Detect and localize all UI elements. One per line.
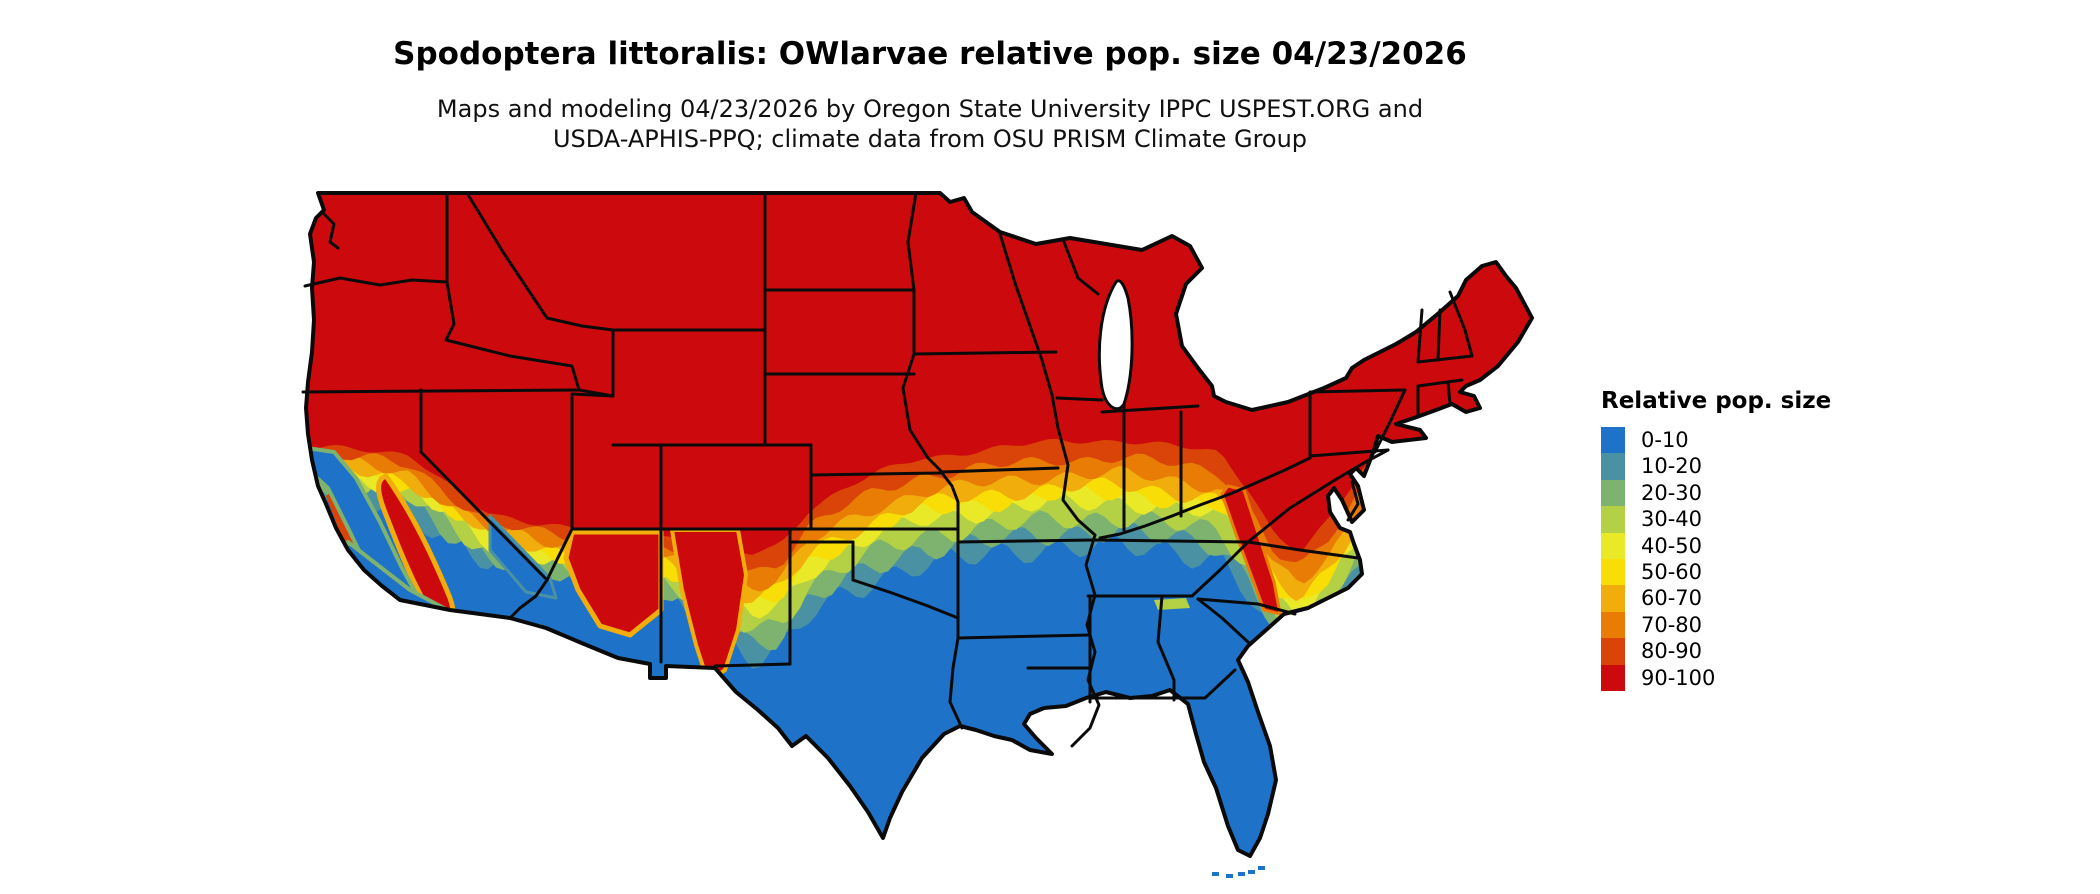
legend-swatch <box>1601 427 1625 454</box>
florida-keys <box>1238 872 1245 876</box>
state-borders <box>301 191 1474 748</box>
legend-swatch <box>1601 611 1625 639</box>
florida-keys <box>1258 866 1265 870</box>
legend-item: 80-90 <box>1601 638 1861 665</box>
legend-swatch <box>1601 506 1625 533</box>
page-title: Spodoptera littoralis: OWlarvae relative… <box>393 36 1467 72</box>
legend-item: 90-100 <box>1601 664 1861 691</box>
legend-label: 0-10 <box>1641 428 1689 452</box>
legend-item: 20-30 <box>1601 479 1861 507</box>
subtitle-line-1: Maps and modeling 04/23/2026 by Oregon S… <box>436 95 1424 123</box>
legend-swatch <box>1601 479 1625 507</box>
legend-label: 30-40 <box>1641 507 1703 532</box>
us-outline <box>304 191 1534 858</box>
us-map-svg <box>301 191 1534 878</box>
legend-label: 90-100 <box>1641 665 1716 690</box>
legend-item: 40-50 <box>1601 532 1861 559</box>
map-header: Spodoptera littoralis: OWlarvae relative… <box>0 0 1860 154</box>
legend-item: 60-70 <box>1601 585 1861 612</box>
florida-keys <box>1226 874 1233 878</box>
florida-keys <box>1248 870 1255 874</box>
map-legend: Relative pop. size 0-10 10-20 20-30 30-40 40… <box>1601 388 1861 691</box>
us-population-map <box>300 190 1570 890</box>
florida-keys <box>1212 872 1219 876</box>
raster-layer <box>306 193 1532 856</box>
legend-list: 0-10 10-20 20-30 30-40 40-50 50-60 60-70 70-80 8… <box>1601 427 1861 691</box>
subtitle-line-2: USDA-APHIS-PPQ; climate data from OSU PR… <box>552 125 1308 153</box>
legend-label: 50-60 <box>1641 559 1703 584</box>
legend-item: 70-80 <box>1601 611 1861 639</box>
map-subtitle: Maps and modeling 04/23/2026 by Oregon S… <box>0 94 1860 154</box>
legend-item: 50-60 <box>1601 558 1861 586</box>
legend-item: 10-20 <box>1601 453 1861 480</box>
legend-label: 10-20 <box>1641 454 1703 479</box>
legend-label: 40-50 <box>1641 533 1703 558</box>
legend-label: 70-80 <box>1641 612 1703 637</box>
legend-item: 30-40 <box>1601 506 1861 533</box>
legend-label: 20-30 <box>1641 480 1703 505</box>
legend-swatch <box>1601 532 1625 559</box>
legend-label: 80-90 <box>1641 639 1703 664</box>
legend-title: Relative pop. size <box>1601 388 1832 414</box>
legend-swatch <box>1601 664 1625 691</box>
legend-item: 0-10 <box>1601 427 1861 454</box>
legend-swatch <box>1601 558 1625 586</box>
legend-swatch <box>1601 453 1625 480</box>
legend-swatch <box>1601 585 1625 612</box>
legend-swatch <box>1601 638 1625 665</box>
legend-label: 60-70 <box>1641 586 1703 611</box>
